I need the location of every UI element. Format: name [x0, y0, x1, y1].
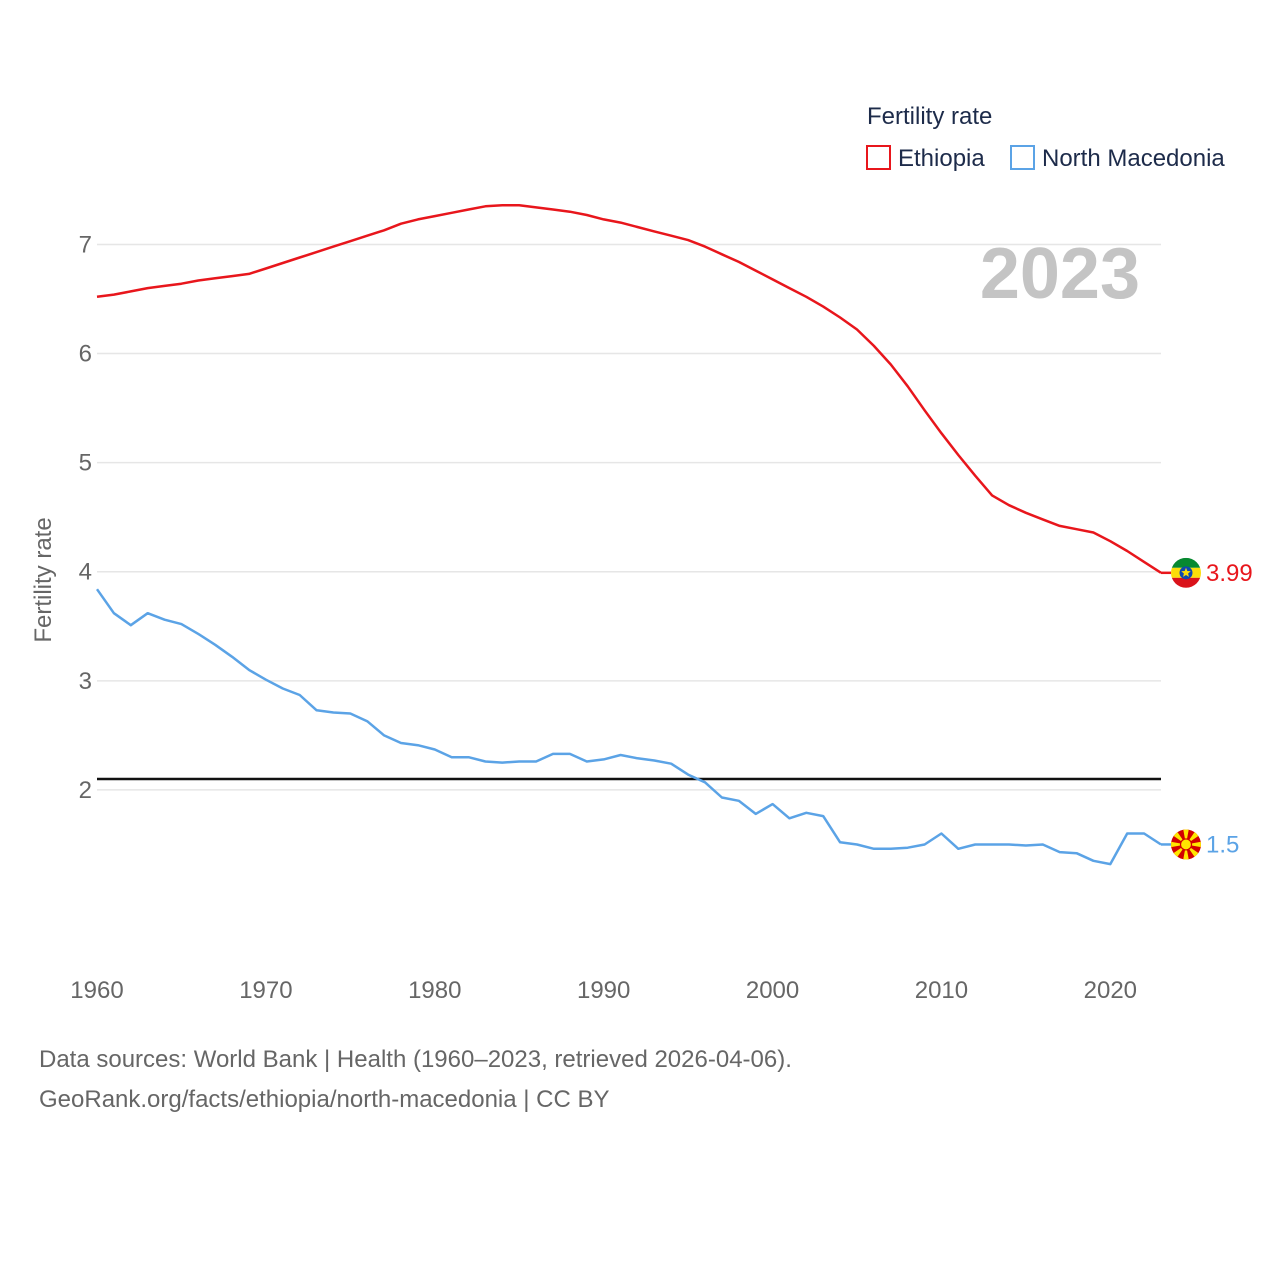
legend-swatch-north-macedonia[interactable] [1010, 145, 1035, 170]
y-tick-label: 6 [79, 341, 92, 368]
legend-label-north-macedonia[interactable]: North Macedonia [1042, 145, 1225, 172]
series-lines [95, 203, 1162, 866]
y-tick-label: 2 [79, 777, 92, 804]
source-line-2[interactable]: GeoRank.org/facts/ethiopia/north-macedon… [39, 1086, 610, 1113]
x-tick-label: 1960 [70, 977, 123, 1004]
y-tick-label: 7 [79, 231, 92, 258]
series-line-north-macedonia[interactable] [95, 588, 1162, 866]
flag-ethiopia-icon [1171, 557, 1201, 588]
end-markers: 3.99 1.5 [1161, 557, 1253, 860]
gridlines [97, 243, 1161, 791]
x-tick-label: 1990 [577, 977, 630, 1004]
fertility-rate-chart: 2 3 4 5 6 7 1960 1970 1980 1990 2000 2010 2020 Fert… [30, 103, 1253, 1004]
end-value-north-macedonia: 1.5 [1206, 831, 1239, 858]
series-line-ethiopia[interactable] [96, 203, 1162, 574]
y-axis-label: Fertility rate [30, 517, 57, 642]
x-axis-ticks: 1960 1970 1980 1990 2000 2010 2020 [70, 977, 1137, 1004]
legend-label-ethiopia[interactable]: Ethiopia [898, 145, 985, 172]
source-note: Data sources: World Bank | Health (1960–… [39, 1040, 792, 1120]
y-tick-label: 5 [79, 450, 92, 477]
legend: Fertility rate Ethiopia North Macedonia [866, 103, 1225, 172]
y-tick-label: 3 [79, 668, 92, 695]
x-tick-label: 2010 [915, 977, 968, 1004]
x-tick-label: 1980 [408, 977, 461, 1004]
year-label: 2023 [980, 234, 1140, 314]
legend-title: Fertility rate [867, 103, 992, 130]
legend-swatch-ethiopia[interactable] [866, 145, 891, 170]
end-value-ethiopia: 3.99 [1206, 560, 1253, 587]
y-axis-ticks: 2 3 4 5 6 7 [79, 231, 92, 803]
flag-north-macedonia-icon [1171, 829, 1201, 860]
y-tick-label: 4 [79, 559, 92, 586]
x-tick-label: 2000 [746, 977, 799, 1004]
x-tick-label: 1970 [239, 977, 292, 1004]
x-tick-label: 2020 [1084, 977, 1137, 1004]
source-line-1: Data sources: World Bank | Health (1960–… [39, 1046, 792, 1073]
